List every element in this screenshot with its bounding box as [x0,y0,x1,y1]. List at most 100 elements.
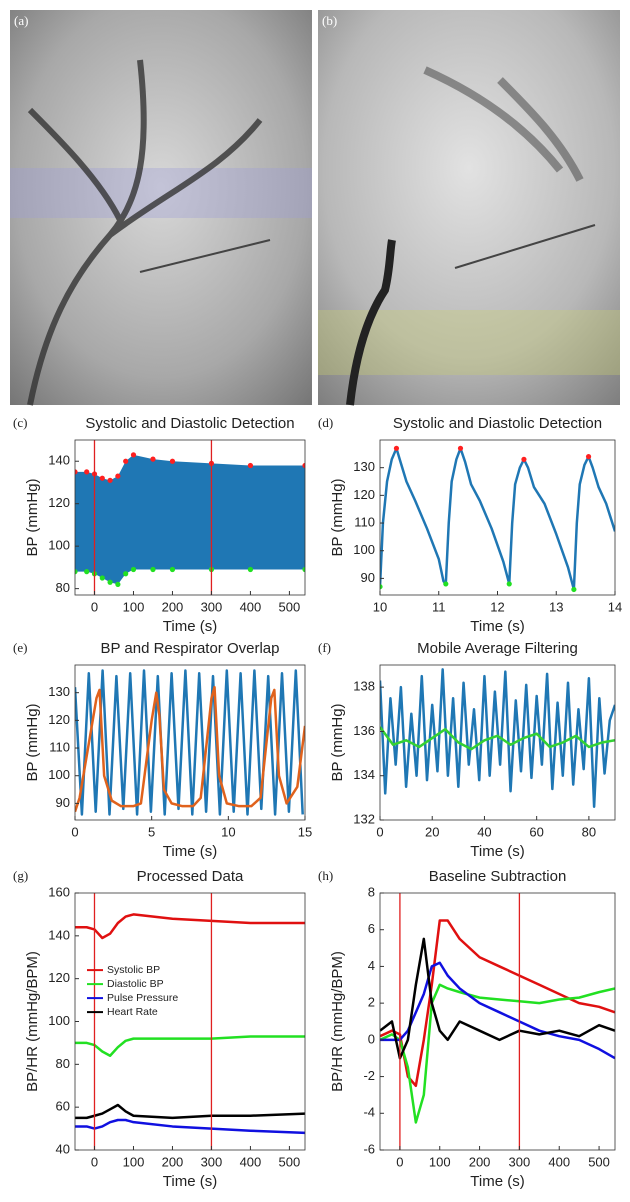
x-tick-label: 15 [298,824,312,839]
x-tick-label: 11 [432,599,446,614]
point [571,586,577,593]
point [123,571,129,577]
plot-area [380,440,615,595]
point [302,462,305,469]
plot-area [75,893,305,1150]
legend-label: Pulse Pressure [107,992,178,1004]
x-tick-label: 500 [279,599,301,614]
chart-title: Processed Data [137,868,244,885]
chart: 10 11 12 13 14 90 100 110 120 130 Systolic and Dia… [318,415,622,635]
y-tick-label: 0 [368,1031,375,1046]
y-axis-label: BP/HR (mmHg/BPM) [329,951,346,1092]
series-line [75,685,305,813]
series-line [380,961,615,1060]
point [99,575,105,581]
x-tick-label: 300 [509,1154,531,1169]
x-tick-label: 12 [490,599,504,614]
plot-content [380,668,615,808]
x-tick-label: 10 [221,824,235,839]
plot-content [75,893,305,1150]
y-axis-label: BP (mmHg) [329,478,346,556]
point [130,452,137,458]
x-tick-label: 0 [376,824,383,839]
signal-band [75,454,305,585]
point [84,569,90,575]
x-axis-label: Time (s) [470,1173,524,1190]
plot-frame [379,892,616,1151]
y-tick-label: 8 [368,884,375,899]
x-tick-label: 100 [123,1154,145,1169]
y-tick-label: 120 [48,495,70,510]
panel-label: (f) [318,640,331,655]
series-line [380,919,615,1087]
panel-label: (e) [13,640,27,655]
point [115,473,121,479]
y-tick-label: 90 [361,570,375,585]
series-line [75,1103,305,1120]
chart-title: Mobile Average Filtering [417,640,578,657]
y-tick-label: 132 [353,811,375,826]
y-tick-label: -4 [363,1105,375,1120]
chart: 0 20 40 60 80 132 134 136 138 Mobile Average Filt… [318,640,616,860]
x-tick-label: 10 [373,599,387,614]
x-tick-label: 500 [588,1154,610,1169]
y-tick-label: 136 [353,723,375,738]
x-axis-label: Time (s) [163,1173,217,1190]
panel-label: (d) [318,415,333,430]
x-tick-label: 400 [240,599,262,614]
series-line [380,726,615,751]
point [123,458,129,464]
point [115,581,121,587]
plot-content [75,669,305,816]
point [247,566,254,573]
y-tick-label: 140 [48,453,70,468]
x-axis-label: Time (s) [163,618,217,635]
y-tick-label: 130 [353,459,375,474]
x-axis-label: Time (s) [470,843,524,860]
plot-content [380,893,615,1150]
plot-frame [74,439,306,596]
point [84,469,90,475]
series-line [380,983,615,1124]
x-tick-label: 200 [469,1154,491,1169]
y-tick-label: 134 [353,767,375,782]
x-tick-label: 100 [429,1154,451,1169]
x-tick-label: 14 [608,599,622,614]
x-tick-label: 40 [477,824,491,839]
x-tick-label: 0 [396,1154,403,1169]
series-line [380,937,615,1060]
x-tick-label: 13 [549,599,563,614]
chart-title: Baseline Subtraction [429,868,567,885]
x-tick-label: 5 [148,824,155,839]
point [506,581,512,587]
chart: 0 100 200 300 400 500 40 60 80 100 120 140 160 Proces… [13,868,306,1190]
x-tick-label: 0 [91,599,98,614]
y-tick-label: 100 [48,767,70,782]
y-tick-label: 120 [48,970,70,985]
y-axis-label: BP/HR (mmHg/BPM) [24,951,41,1092]
point [99,475,105,481]
panel-label: (c) [13,415,27,430]
y-tick-label: -2 [363,1068,375,1083]
point [457,445,464,451]
point [585,454,592,460]
panel-label: (b) [322,13,337,28]
chart-title: Systolic and Diastolic Detection [85,415,294,432]
point [75,469,78,475]
point [247,462,254,469]
point [107,477,113,483]
chart-title: Systolic and Diastolic Detection [393,415,602,432]
panel-label: (g) [13,868,28,883]
image-a: (a) [10,10,312,406]
chart-title: BP and Respirator Overlap [101,640,280,657]
y-axis-label: BP (mmHg) [24,703,41,781]
point [169,458,176,464]
y-tick-label: 100 [353,542,375,557]
point [75,569,78,575]
x-tick-label: 100 [123,599,145,614]
y-tick-label: 6 [368,921,375,936]
y-tick-label: 80 [56,580,70,595]
x-tick-label: 20 [425,824,439,839]
series-line [380,668,615,808]
